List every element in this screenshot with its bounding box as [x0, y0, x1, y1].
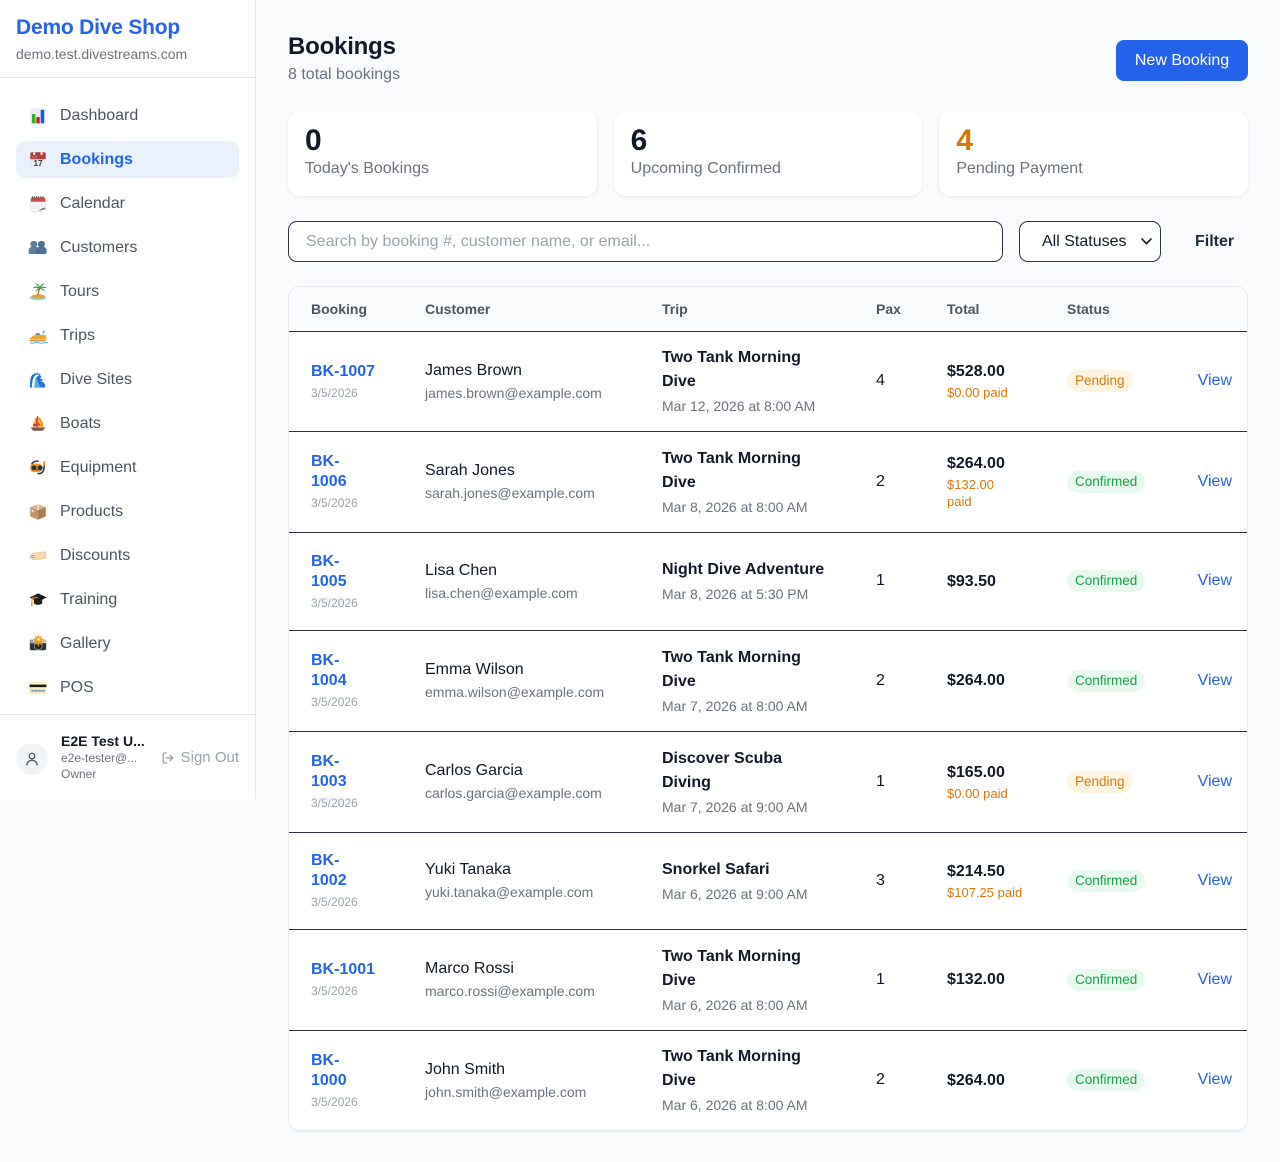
- svg-text:17: 17: [34, 158, 44, 167]
